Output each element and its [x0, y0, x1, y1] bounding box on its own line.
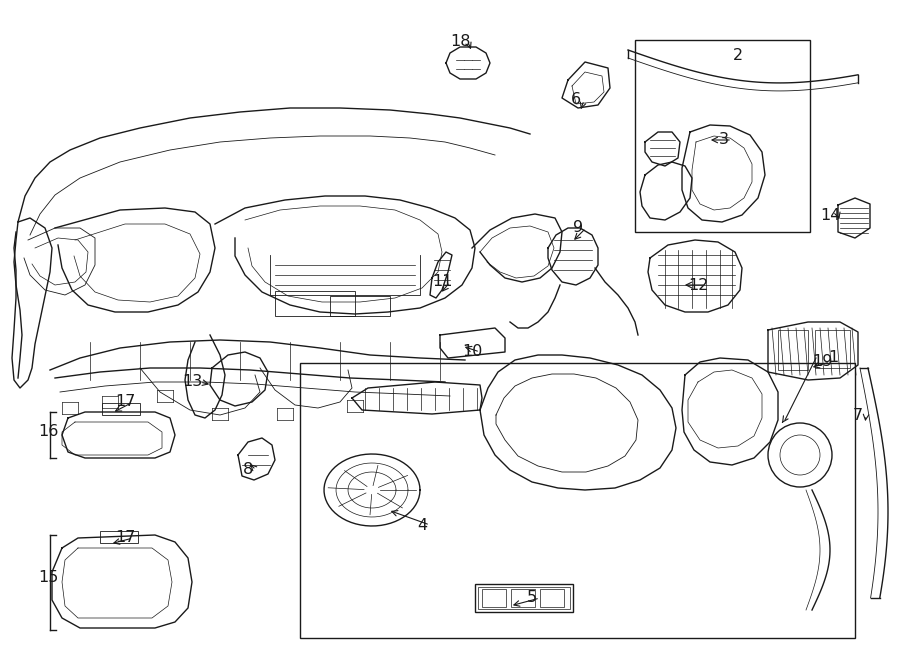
Text: 9: 9 — [573, 221, 583, 235]
Text: 7: 7 — [853, 407, 863, 422]
Bar — [540, 589, 564, 607]
Bar — [275, 291, 355, 316]
Bar — [482, 589, 506, 607]
Bar — [635, 40, 810, 232]
Text: 4: 4 — [417, 518, 428, 533]
Text: 3: 3 — [719, 132, 729, 147]
Text: 16: 16 — [38, 424, 58, 440]
Text: 8: 8 — [243, 463, 253, 477]
Bar — [300, 363, 855, 638]
Text: 17: 17 — [115, 531, 135, 545]
Bar — [815, 330, 850, 368]
Text: 17: 17 — [115, 395, 135, 410]
Bar — [511, 589, 535, 607]
Text: 1: 1 — [828, 350, 838, 366]
Text: 11: 11 — [432, 274, 452, 290]
Text: 15: 15 — [38, 570, 58, 586]
Text: 14: 14 — [820, 208, 841, 223]
Text: 13: 13 — [182, 375, 202, 389]
Text: 2: 2 — [733, 48, 743, 63]
Bar — [475, 584, 573, 612]
Text: 19: 19 — [812, 354, 833, 369]
Text: 5: 5 — [526, 590, 537, 605]
Bar — [778, 330, 808, 370]
Text: 12: 12 — [688, 278, 708, 293]
Bar — [330, 296, 390, 316]
Bar — [478, 587, 570, 609]
Text: 10: 10 — [462, 344, 482, 360]
Bar — [102, 403, 140, 415]
Bar — [100, 531, 138, 543]
Text: 18: 18 — [450, 34, 470, 50]
Text: 6: 6 — [571, 93, 581, 108]
